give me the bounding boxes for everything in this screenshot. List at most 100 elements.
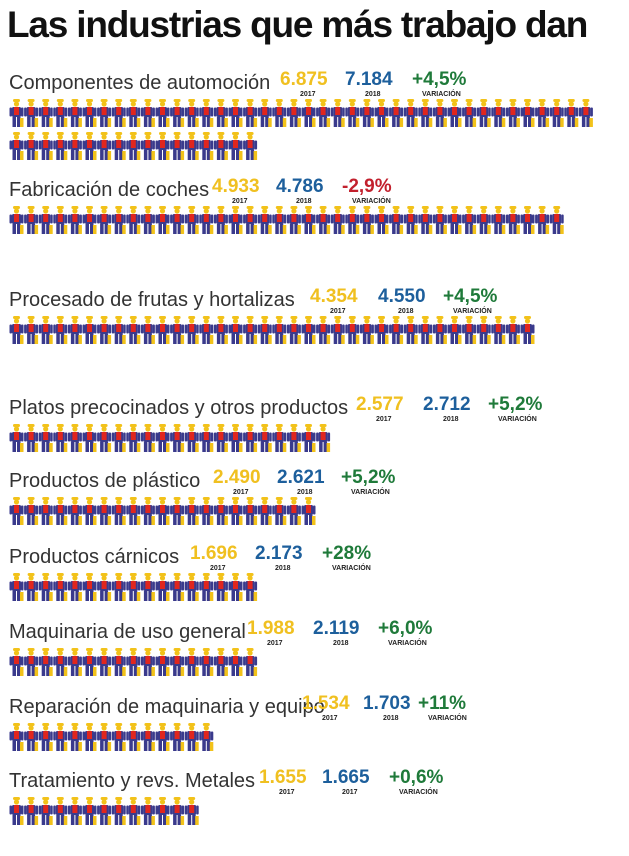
- label-2017: 2017: [210, 565, 226, 572]
- label-2017: 2017: [376, 416, 392, 423]
- worker-icon: [111, 132, 126, 160]
- worker-icon: [184, 497, 199, 525]
- worker-icon: [257, 99, 272, 127]
- worker-icon: [505, 99, 520, 127]
- worker-icon: [184, 648, 199, 676]
- value-2017: 2.577: [356, 394, 404, 415]
- worker-icon: [272, 316, 287, 344]
- variation-value: -2,9%: [342, 176, 392, 197]
- value-2018: 1.703: [363, 693, 411, 714]
- worker-icon: [228, 316, 243, 344]
- worker-icon: [243, 573, 258, 601]
- label-2017: 2017: [267, 640, 283, 647]
- worker-icon: [476, 206, 491, 234]
- worker-icon: [184, 316, 199, 344]
- worker-icon: [301, 316, 316, 344]
- worker-icon: [53, 316, 68, 344]
- value-2017: 1.655: [259, 767, 307, 788]
- worker-icon: [126, 573, 141, 601]
- worker-icon: [53, 497, 68, 525]
- worker-icon: [462, 316, 477, 344]
- industry-label: Fabricación de coches: [9, 179, 210, 201]
- worker-icon: [97, 424, 112, 452]
- worker-icon: [126, 206, 141, 234]
- worker-icon: [126, 316, 141, 344]
- label-2018: 2018: [333, 640, 349, 647]
- worker-icon: [38, 424, 53, 452]
- worker-icon-grid: [9, 206, 564, 234]
- worker-icon: [330, 99, 345, 127]
- worker-icon: [38, 132, 53, 160]
- worker-icon: [447, 99, 462, 127]
- worker-icon: [345, 316, 360, 344]
- worker-icon-grid: [9, 497, 316, 525]
- worker-icon: [199, 206, 214, 234]
- worker-icon: [67, 648, 82, 676]
- worker-icon: [316, 316, 331, 344]
- industry-label: Procesado de frutas y hortalizas: [9, 289, 295, 311]
- label-variation: VARIACIÓN: [422, 91, 461, 98]
- worker-icon: [184, 797, 199, 825]
- worker-icon: [345, 99, 360, 127]
- worker-icon: [257, 206, 272, 234]
- worker-icon: [82, 723, 97, 751]
- variation-value: +6,0%: [378, 618, 433, 639]
- worker-icon: [53, 424, 68, 452]
- value-2017: 4.933: [212, 176, 260, 197]
- value-2017: 2.490: [213, 467, 261, 488]
- variation-value: +0,6%: [389, 767, 444, 788]
- worker-icon: [24, 99, 39, 127]
- worker-icon: [24, 497, 39, 525]
- worker-icon: [38, 497, 53, 525]
- worker-icon: [257, 424, 272, 452]
- worker-icon: [97, 99, 112, 127]
- worker-icon: [9, 723, 24, 751]
- worker-icon: [170, 99, 185, 127]
- worker-icon: [272, 424, 287, 452]
- value-2018: 2.621: [277, 467, 325, 488]
- worker-icon: [97, 797, 112, 825]
- worker-icon: [126, 797, 141, 825]
- label-variation: VARIACIÓN: [388, 640, 427, 647]
- worker-icon: [462, 206, 477, 234]
- worker-icon: [403, 316, 418, 344]
- worker-icon: [432, 206, 447, 234]
- worker-icon: [228, 648, 243, 676]
- worker-icon: [24, 316, 39, 344]
- worker-icon-grid: [9, 573, 258, 601]
- worker-icon: [403, 99, 418, 127]
- worker-icon: [535, 99, 550, 127]
- worker-icon: [53, 723, 68, 751]
- worker-icon: [491, 99, 506, 127]
- worker-icon: [24, 648, 39, 676]
- worker-icon: [38, 723, 53, 751]
- worker-icon: [476, 99, 491, 127]
- worker-icon: [155, 206, 170, 234]
- worker-icon: [228, 424, 243, 452]
- worker-icon: [67, 206, 82, 234]
- worker-icon: [170, 797, 185, 825]
- label-2017: 2017: [233, 489, 249, 496]
- worker-icon: [53, 132, 68, 160]
- worker-icon: [9, 206, 24, 234]
- worker-icon: [140, 723, 155, 751]
- worker-icon: [520, 316, 535, 344]
- worker-icon: [418, 206, 433, 234]
- worker-icon: [286, 99, 301, 127]
- worker-icon: [53, 797, 68, 825]
- worker-icon: [24, 206, 39, 234]
- worker-icon: [155, 573, 170, 601]
- worker-icon: [24, 797, 39, 825]
- worker-icon: [82, 497, 97, 525]
- worker-icon-grid: [9, 424, 331, 452]
- worker-icon: [111, 497, 126, 525]
- worker-icon: [389, 316, 404, 344]
- worker-icon: [53, 99, 68, 127]
- label-2017: 2017: [330, 308, 346, 315]
- worker-icon: [9, 648, 24, 676]
- worker-icon: [243, 206, 258, 234]
- worker-icon: [53, 648, 68, 676]
- worker-icon: [199, 132, 214, 160]
- worker-icon: [564, 99, 579, 127]
- worker-icon: [184, 723, 199, 751]
